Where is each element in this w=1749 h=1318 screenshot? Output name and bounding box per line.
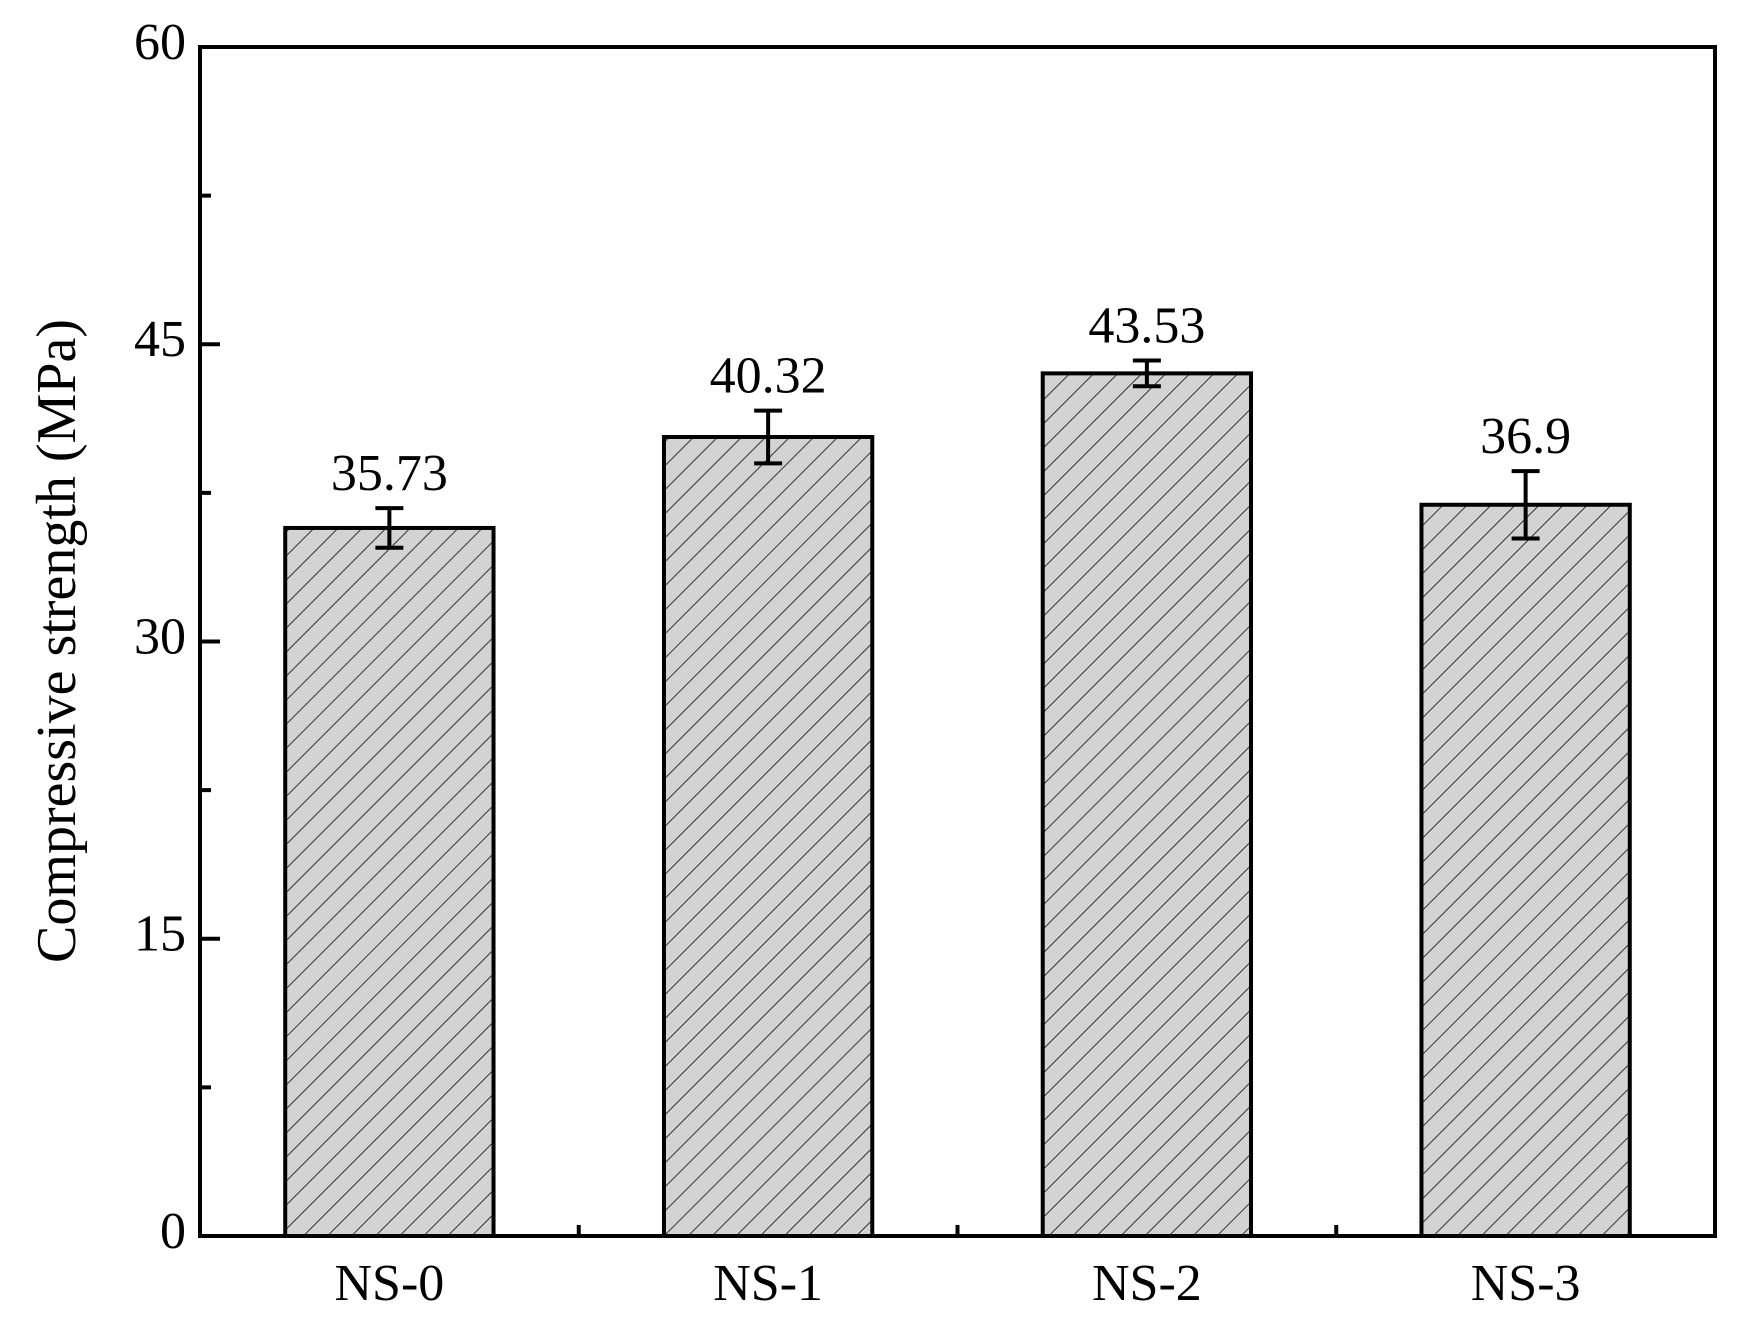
error-bar <box>375 506 404 550</box>
x-tick-label: NS-1 <box>713 1255 823 1312</box>
error-bar <box>1511 469 1540 541</box>
value-label: 40.32 <box>710 348 827 405</box>
bar <box>1040 371 1254 1238</box>
value-label: 35.73 <box>331 445 448 502</box>
bar <box>1419 502 1632 1238</box>
x-tick-label: NS-0 <box>334 1255 444 1312</box>
y-axis-label: Compressive strength (MPa) <box>26 319 88 963</box>
error-bar <box>754 408 783 466</box>
plot-frame <box>198 45 1717 1238</box>
value-label: 36.9 <box>1480 408 1571 465</box>
x-tick-label: NS-2 <box>1092 1255 1202 1312</box>
y-tick-label: 30 <box>134 608 186 665</box>
value-label: 43.53 <box>1088 297 1205 354</box>
x-tick-label: NS-3 <box>1471 1255 1581 1312</box>
y-tick-label: 15 <box>134 906 186 963</box>
y-tick-label: 60 <box>134 14 186 71</box>
y-tick-label: 0 <box>160 1203 186 1260</box>
error-bar <box>1132 358 1161 389</box>
bar <box>283 525 496 1238</box>
y-tick-label: 45 <box>134 311 186 368</box>
bar <box>661 434 875 1238</box>
